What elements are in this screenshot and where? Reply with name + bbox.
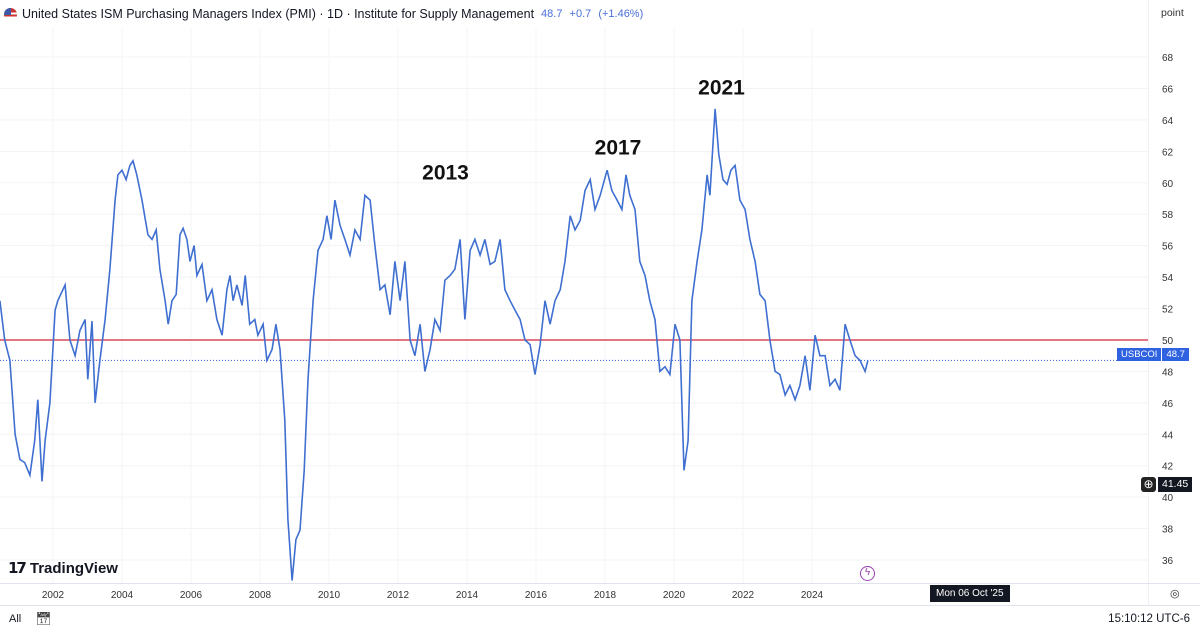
y-tick-label: 66: [1162, 84, 1174, 95]
change-value: +0.7: [569, 8, 592, 20]
series-price-label: USBCOI 48.7: [1117, 348, 1189, 361]
crosshair-label: ⊕ 41.45: [1141, 477, 1193, 492]
time-axis-border: [0, 583, 1200, 584]
change-percent: (+1.46%): [598, 8, 644, 20]
x-tick-label: 2002: [42, 590, 65, 601]
range-all-button[interactable]: All: [9, 613, 22, 625]
x-tick-label: 2012: [387, 590, 410, 601]
y-tick-label: 50: [1162, 336, 1174, 347]
y-tick-label: 62: [1162, 147, 1174, 158]
tradingview-logo[interactable]: 𝟭𝟳 TradingView: [8, 559, 118, 578]
y-tick-label: 44: [1162, 430, 1174, 441]
bottom-toolbar: All 📅︎ 15:10:12 UTC-6: [0, 605, 1200, 632]
time-axis: 2002 2004 2006 2008 2010 2012 2014 2016 2018 2020…: [42, 590, 824, 601]
clock-timezone[interactable]: 15:10:12 UTC-6: [1108, 613, 1190, 625]
y-tick-label: 68: [1162, 53, 1174, 64]
tradingview-logo-icon: 𝟭𝟳: [8, 560, 27, 577]
annotations: 2013 2017 2021: [422, 77, 745, 185]
pmi-series-line[interactable]: [0, 108, 869, 581]
y-tick-label: 40: [1162, 493, 1174, 504]
lightning-event-icon[interactable]: ϟ: [860, 566, 875, 581]
y-tick-label: 64: [1162, 116, 1174, 127]
us-flag-icon: [4, 7, 17, 21]
grid: [0, 28, 1148, 583]
y-tick-label: 52: [1162, 305, 1174, 316]
y-tick-label: 42: [1162, 462, 1174, 473]
symbol-title[interactable]: United States ISM Purchasing Managers In…: [22, 7, 535, 21]
y-tick-label: 56: [1162, 242, 1174, 253]
x-tick-label: 2018: [594, 590, 617, 601]
x-tick-label: 2022: [732, 590, 755, 601]
x-tick-label: 2004: [111, 590, 134, 601]
y-tick-label: 36: [1162, 556, 1174, 567]
annotation-2017: 2017: [595, 136, 642, 159]
x-tick-label: 2010: [318, 590, 341, 601]
series-symbol: USBCOI: [1117, 348, 1162, 361]
price-axis-unit[interactable]: point: [1158, 5, 1187, 21]
price-axis: 68 66 64 62 60 58 56 54 52 50 48 46 44 42 40 38 36: [1162, 53, 1174, 567]
x-tick-label: 2020: [663, 590, 686, 601]
header-values: 48.7 +0.7 (+1.46%): [541, 8, 647, 20]
x-tick-label: 2014: [456, 590, 479, 601]
logo-text: TradingView: [29, 559, 118, 577]
y-tick-label: 58: [1162, 210, 1174, 221]
axis-settings-icon[interactable]: ◎: [1170, 588, 1180, 600]
y-tick-label: 38: [1162, 525, 1174, 536]
annotation-2013: 2013: [422, 162, 469, 185]
last-value: 48.7: [541, 8, 563, 20]
crosshair-value: 41.45: [1158, 477, 1193, 492]
chart-header: United States ISM Purchasing Managers In…: [0, 0, 1150, 28]
y-tick-label: 54: [1162, 273, 1174, 284]
annotation-2021: 2021: [698, 77, 745, 100]
x-tick-label: 2006: [180, 590, 203, 601]
series-value: 48.7: [1161, 348, 1189, 361]
date-range-calendar-icon[interactable]: 📅︎: [35, 611, 52, 626]
x-tick-label: 2024: [801, 590, 824, 601]
y-tick-label: 46: [1162, 399, 1174, 410]
y-tick-label: 60: [1162, 179, 1174, 190]
x-tick-label: 2008: [249, 590, 272, 601]
add-alert-plus-icon[interactable]: ⊕: [1141, 477, 1156, 492]
price-axis-divider: [1148, 0, 1149, 605]
y-tick-label: 48: [1162, 367, 1174, 378]
x-tick-label: 2016: [525, 590, 548, 601]
crosshair-date-label: Mon 06 Oct '25: [930, 585, 1010, 602]
